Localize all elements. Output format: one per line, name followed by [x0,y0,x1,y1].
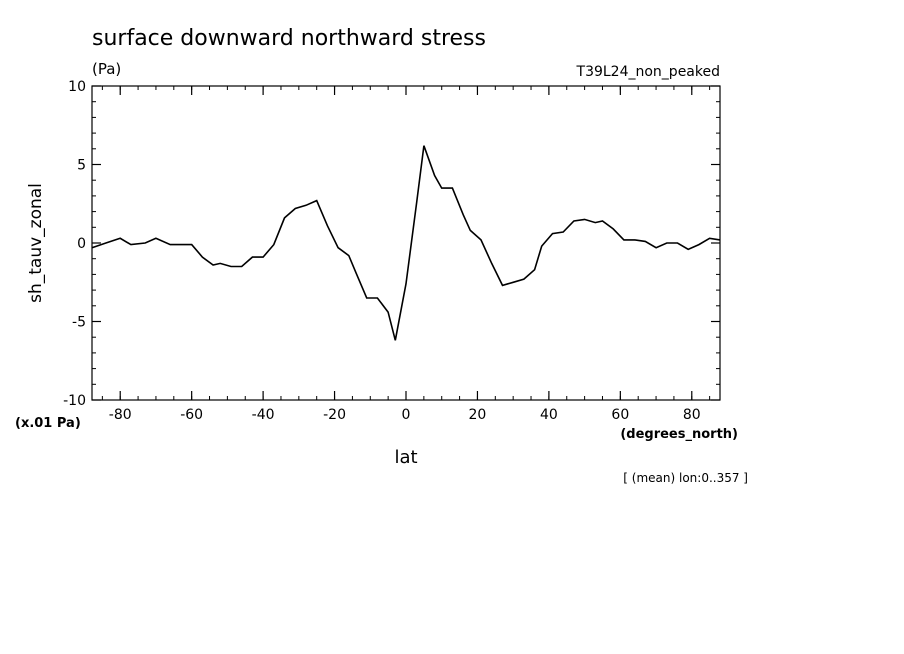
major-ticks [92,85,720,401]
x-tick-labels: -80 -60 -40 -20 0 20 40 60 80 [109,407,701,423]
x-tick-label: 0 [402,407,411,423]
x-tick-label: 80 [683,407,701,423]
y-tick-labels: -10 -5 0 5 10 [63,79,86,409]
x-tick-label: -40 [252,407,275,423]
y-tick-label: -5 [72,315,86,331]
x-tick-label: -20 [323,407,346,423]
x-tick-label: -60 [180,407,203,423]
y-tick-label: 0 [77,236,86,252]
x-tick-label: 40 [540,407,558,423]
y-scale-note: (x.01 Pa) [15,416,81,431]
y-tick-label: -10 [63,393,86,409]
minor-ticks [92,85,720,401]
x-axis-units: (degrees_north) [620,427,738,442]
plot-frame [91,85,721,401]
x-tick-label: 20 [469,407,487,423]
x-tick-label: 60 [611,407,629,423]
chart-units: (Pa) [92,60,121,78]
y-tick-label: 10 [68,79,86,95]
x-axis-label: lat [394,447,417,468]
footnote: [ (mean) lon:0..357 ] [623,471,748,485]
chart-title: surface downward northward stress [92,26,486,51]
series-line [91,145,721,341]
y-tick-label: 5 [77,158,86,174]
y-axis-label: sh_tauv_zonal [26,183,46,303]
x-tick-label: -80 [109,407,132,423]
experiment-label: T39L24_non_peaked [576,64,720,80]
